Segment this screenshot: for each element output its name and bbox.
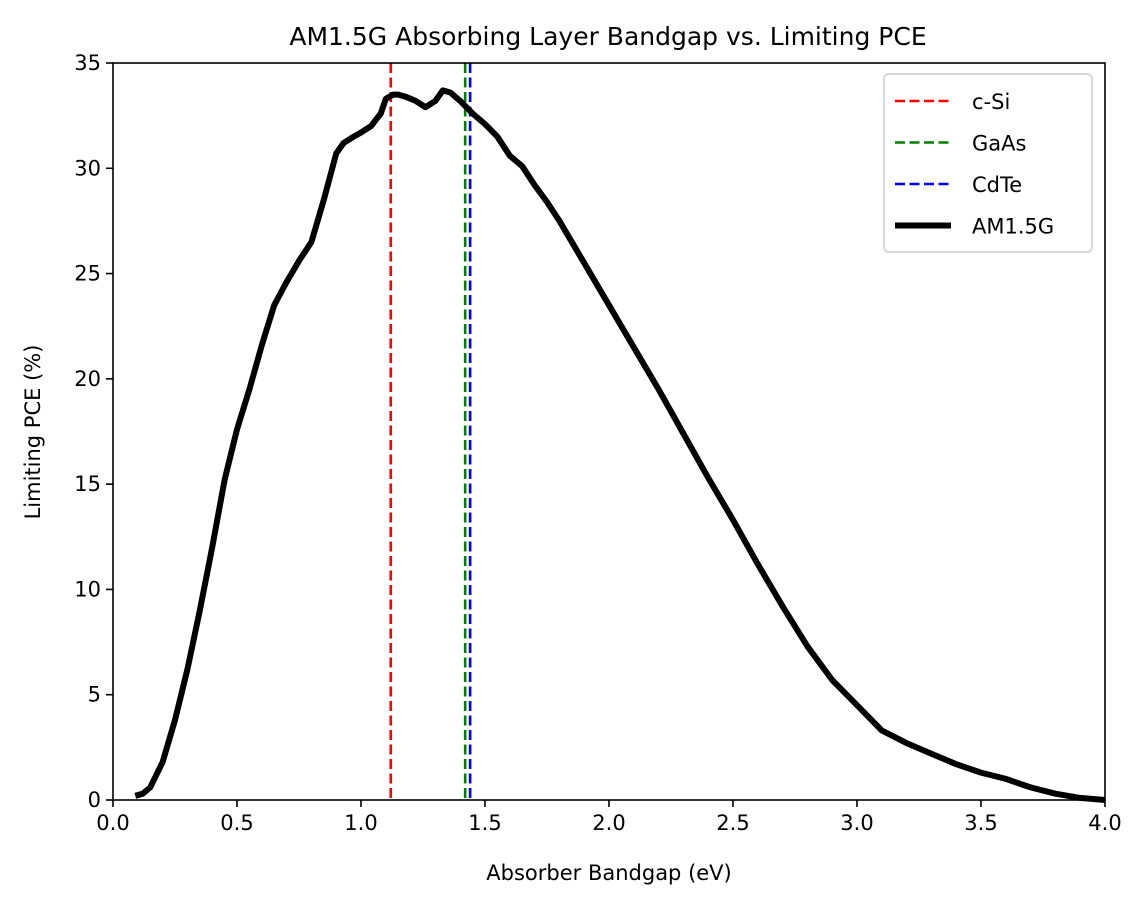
y-tick-label: 35: [74, 51, 101, 75]
x-tick-label: 3.0: [840, 811, 873, 835]
y-tick-label: 10: [74, 577, 101, 601]
x-tick-label: 0.0: [96, 811, 129, 835]
legend-label: AM1.5G: [972, 215, 1054, 239]
x-tick-label: 1.5: [468, 811, 501, 835]
x-tick-label: 3.5: [964, 811, 997, 835]
x-tick-label: 0.5: [220, 811, 253, 835]
y-axis-ticks: 0 5 10 15 20 25 30 35: [74, 51, 113, 812]
x-axis-ticks: 0.0 0.5 1.0 1.5 2.0 2.5 3.0 3.5 4.0: [96, 800, 1122, 835]
y-tick-label: 20: [74, 367, 101, 391]
x-tick-label: 4.0: [1088, 811, 1121, 835]
y-tick-label: 5: [88, 683, 101, 707]
legend-label: CdTe: [972, 173, 1022, 197]
legend-frame: [883, 73, 1093, 253]
y-tick-label: 0: [88, 788, 101, 812]
y-tick-label: 30: [74, 156, 101, 180]
legend: c-Si GaAs CdTe AM1.5G: [883, 73, 1093, 253]
x-tick-label: 2.5: [716, 811, 749, 835]
y-tick-label: 15: [74, 472, 101, 496]
reference-lines: [389, 63, 472, 800]
legend-label: c-Si: [972, 90, 1010, 114]
chart-title: AM1.5G Absorbing Layer Bandgap vs. Limit…: [289, 22, 926, 51]
x-tick-label: 2.0: [592, 811, 625, 835]
legend-items: c-Si GaAs CdTe AM1.5G: [895, 90, 1054, 239]
x-axis-title: Absorber Bandgap (eV): [486, 861, 731, 885]
x-tick-label: 1.0: [344, 811, 377, 835]
series-layer: [134, 87, 1106, 803]
y-axis-title: Limiting PCE (%): [21, 345, 45, 520]
series-line-am1-5g: [134, 87, 1106, 803]
y-tick-label: 25: [74, 262, 101, 286]
legend-label: GaAs: [972, 132, 1026, 156]
